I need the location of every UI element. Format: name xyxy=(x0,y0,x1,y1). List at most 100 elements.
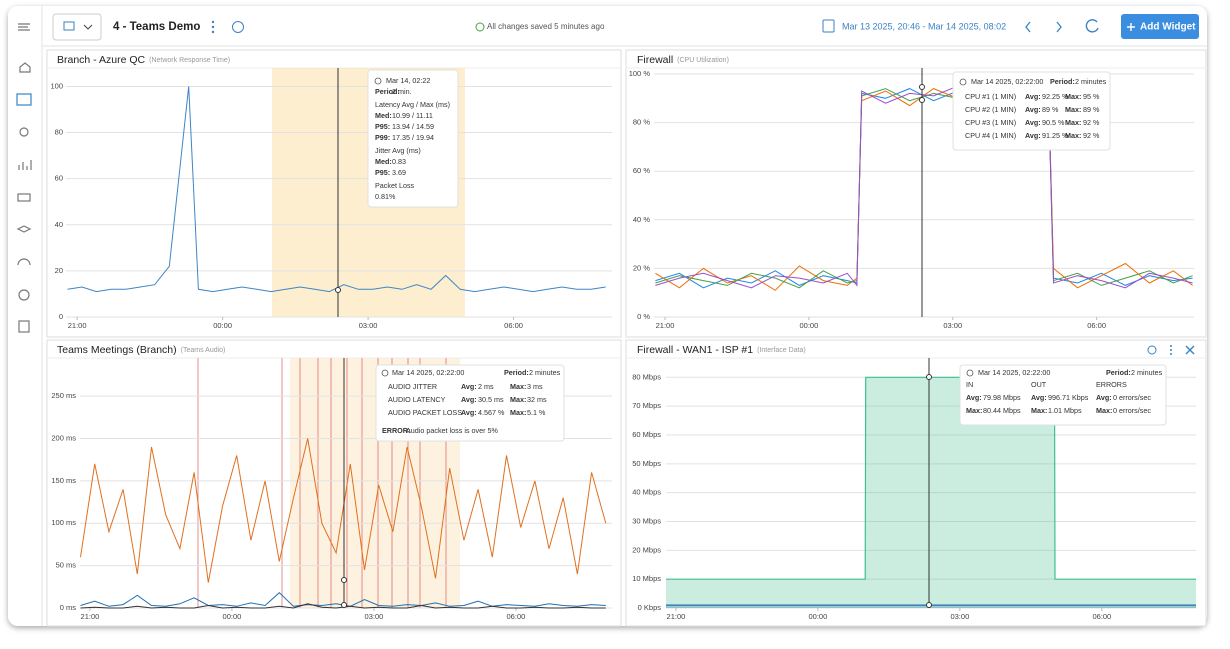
column-title: IN xyxy=(966,380,973,389)
home-icon[interactable] xyxy=(19,62,31,73)
alerts-icon[interactable] xyxy=(18,289,30,301)
x-tick-label: 00:00 xyxy=(213,321,232,330)
x-tick-label: 21:00 xyxy=(656,321,675,330)
tooltip-value: 1.01 Mbps xyxy=(1048,406,1082,415)
y-tick-label: 0 ms xyxy=(60,603,77,612)
gauge-icon[interactable] xyxy=(17,258,31,266)
tooltip-value: 2 minutes xyxy=(1131,368,1163,377)
menu-icon[interactable] xyxy=(1170,345,1172,355)
nav-arrows[interactable] xyxy=(1025,21,1062,33)
clock-icon xyxy=(959,78,967,86)
cursor-dot xyxy=(926,602,932,608)
title: Firewall - WAN1 - ISP #1 xyxy=(637,344,753,356)
x-tick-label: 06:00 xyxy=(1087,321,1106,330)
tooltip-text: Mar 14 2025, 02:22:00 xyxy=(978,368,1050,377)
y-tick-label: 60 Mbps xyxy=(632,430,661,439)
tooltip-box xyxy=(375,364,565,442)
y-tick-label: 10 Mbps xyxy=(632,574,661,583)
more-icon[interactable] xyxy=(211,20,215,34)
cursor-dot xyxy=(919,97,925,103)
tooltip-key: Med: xyxy=(375,111,392,120)
tooltip-key: Period: xyxy=(375,87,400,96)
series-name: AUDIO LATENCY xyxy=(388,395,446,404)
tooltip-value: 30.5 ms xyxy=(478,395,504,404)
tooltip-key: Period: xyxy=(1050,77,1075,86)
x-tick-label: 00:00 xyxy=(223,612,242,621)
tooltip-value: 996.71 Kbps xyxy=(1048,393,1089,402)
chart: 0 ms 50 ms 100 ms 150 ms 200 ms 250 ms 21:00 00… xyxy=(51,391,612,621)
cursor-dot xyxy=(341,577,347,583)
tooltip-key: Max: xyxy=(1096,406,1112,415)
sidebar xyxy=(16,23,32,333)
y-tick-label: 100 xyxy=(50,81,63,90)
tooltip-key: Max: xyxy=(510,408,526,417)
error-key: ERROR: xyxy=(382,426,410,435)
devices-icon[interactable] xyxy=(17,193,31,202)
tooltip-value: 3 ms xyxy=(527,382,543,391)
docs-icon[interactable] xyxy=(18,320,30,333)
y-tick-label: 30 Mbps xyxy=(632,516,661,525)
title: Teams Meetings (Branch) xyxy=(57,344,177,356)
x-tick-label: 06:00 xyxy=(1092,612,1111,621)
calendar-icon[interactable] xyxy=(822,19,835,33)
add-widget-button[interactable] xyxy=(1121,14,1199,39)
tooltip-key: Avg: xyxy=(966,393,982,402)
tooltip-value: 80.44 Mbps xyxy=(983,406,1021,415)
y-tick-label: 80 Mbps xyxy=(632,372,661,381)
y-tick-label: 0 Kbps xyxy=(638,603,662,612)
reports-icon[interactable] xyxy=(18,160,32,170)
layers-icon[interactable] xyxy=(16,225,32,233)
x-tick-label: 00:00 xyxy=(800,321,819,330)
pin-icon[interactable] xyxy=(1147,345,1157,355)
menu-icon[interactable] xyxy=(18,23,30,31)
tooltip-key: Max: xyxy=(1065,92,1081,101)
subtitle: (CPU Utilization) xyxy=(677,57,729,64)
x-tick-label: 21:00 xyxy=(667,612,686,621)
tooltip-key: Avg: xyxy=(461,395,477,404)
series-name: CPU #3 (1 MIN) xyxy=(965,118,1016,127)
tooltip-key: Avg: xyxy=(1096,393,1112,402)
subtitle: (Teams Audio) xyxy=(181,347,226,354)
add-widget-label[interactable]: Add Widget xyxy=(1140,22,1196,33)
y-tick-label: 40 Mbps xyxy=(632,488,661,497)
date-range[interactable]: Mar 13 2025, 20:46 - Mar 14 2025, 08:02 xyxy=(842,21,1006,31)
y-tick-label: 40 % xyxy=(633,215,650,224)
layout-icon xyxy=(63,21,75,31)
tooltip-value: 32 ms xyxy=(527,395,547,404)
dashboards-icon[interactable] xyxy=(16,93,32,106)
line xyxy=(80,438,607,583)
column-title: OUT xyxy=(1031,380,1047,389)
x-tick-label: 06:00 xyxy=(504,321,523,330)
tooltip-key: Avg: xyxy=(1025,105,1041,114)
tooltip-value: 92.25 % xyxy=(1042,92,1069,101)
tooltip-value: 92 % xyxy=(1083,131,1100,140)
tooltip-text: 0.81% xyxy=(375,192,396,201)
monitor-icon[interactable] xyxy=(19,127,29,137)
dashboard-title: 4 - Teams Demo xyxy=(113,21,200,33)
tooltip-value: 17.35 / 19.94 xyxy=(392,133,434,142)
x-tick-label: 03:00 xyxy=(365,612,384,621)
tooltip-value: 3.69 xyxy=(392,168,406,177)
tooltip-key: Max: xyxy=(1065,118,1081,127)
tooltip-text: Mar 14, 02:22 xyxy=(386,76,430,85)
x-tick-label: 03:00 xyxy=(943,321,962,330)
refresh-icon[interactable] xyxy=(1085,19,1099,33)
chevron xyxy=(83,24,93,30)
tooltip-value: 2 minutes xyxy=(529,368,561,377)
close-icon[interactable] xyxy=(1185,345,1195,355)
widget-title: Firewall (CPU Utilization) xyxy=(637,54,729,66)
tooltip-value: 92 % xyxy=(1083,118,1100,127)
x-tick-label: 21:00 xyxy=(68,321,87,330)
layout-select[interactable] xyxy=(52,13,102,41)
tooltip-key: Max: xyxy=(1065,105,1081,114)
tooltip-key: Med: xyxy=(375,157,392,166)
tooltip-value: 0.83 xyxy=(392,157,406,166)
tooltip-value: 89 % xyxy=(1042,105,1059,114)
tooltip-key: P99: xyxy=(375,133,390,142)
tooltip-key: Period: xyxy=(1106,368,1131,377)
help-icon[interactable] xyxy=(232,21,244,33)
saved-icon xyxy=(475,22,485,32)
tooltip-text: Jitter Avg (ms) xyxy=(375,146,421,155)
y-tick-label: 0 % xyxy=(637,312,650,321)
